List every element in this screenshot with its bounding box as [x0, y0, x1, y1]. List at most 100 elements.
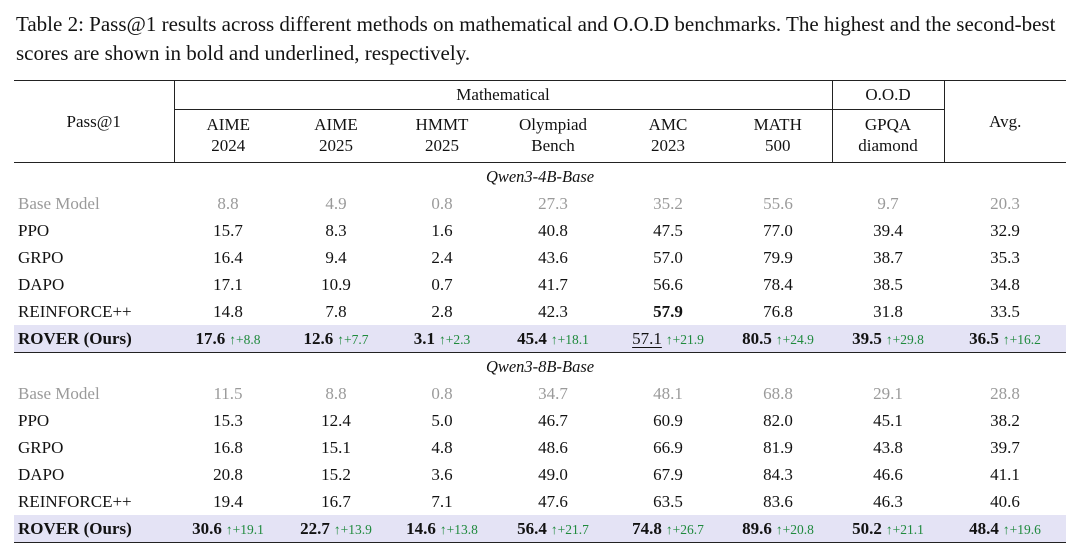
- value-cell: 12.6 ↑+7.7: [282, 325, 390, 354]
- score-value: 47.5: [653, 220, 683, 240]
- score-value: 63.5: [653, 491, 683, 511]
- score-value: 27.3: [538, 193, 568, 213]
- value-cell: 77.0: [724, 217, 832, 244]
- improvement-delta: ↑+13.8: [439, 521, 478, 537]
- score-value: 33.5: [990, 301, 1020, 321]
- col-label-line1: MATH: [753, 114, 802, 134]
- value-cell: 14.8: [174, 298, 282, 325]
- score-value: 47.6: [538, 491, 568, 511]
- score-value: 40.8: [538, 220, 568, 240]
- value-cell: 57.0: [612, 244, 724, 271]
- value-cell: 28.8: [944, 380, 1066, 407]
- score-value: 20.8: [213, 464, 243, 484]
- score-value: 38.7: [873, 247, 903, 267]
- method-cell: PPO: [18, 410, 50, 430]
- table-row: ROVER (Ours) 17.6 ↑+8.8 12.6 ↑+7.7 3.1 ↑+2.3 45…: [14, 325, 1067, 354]
- value-cell: 20.8: [174, 461, 282, 488]
- score-value: 82.0: [763, 410, 793, 430]
- score-value: 38.2: [990, 410, 1020, 430]
- score-value: 40.6: [990, 491, 1020, 511]
- value-cell: 63.5: [612, 488, 724, 515]
- improvement-delta: ↑+8.8: [229, 331, 261, 347]
- value-cell: 15.7: [174, 217, 282, 244]
- value-cell: 3.6: [390, 461, 494, 488]
- value-cell: 48.6: [494, 434, 612, 461]
- value-cell: 33.5: [944, 298, 1066, 325]
- score-value: 31.8: [873, 301, 903, 321]
- score-value: 3.1: [413, 328, 435, 348]
- ood-group-header: O.O.D: [831, 80, 945, 110]
- table-row: GRPO 16.4 9.4 2.4 43.6 57.0 79.9 38.7 35.3: [14, 244, 1066, 271]
- value-cell: 89.6 ↑+20.8: [724, 515, 833, 543]
- score-value: 68.8: [763, 383, 793, 403]
- improvement-delta: ↑+19.6: [1002, 521, 1041, 537]
- score-value: 20.3: [990, 193, 1020, 213]
- score-value: 8.8: [217, 193, 239, 213]
- value-cell: 57.9: [612, 298, 724, 325]
- value-cell: 19.4: [174, 488, 282, 515]
- score-value: 55.6: [763, 193, 793, 213]
- improvement-delta: ↑+18.1: [550, 331, 589, 347]
- score-value: 15.1: [321, 437, 351, 457]
- value-cell: 40.6: [944, 488, 1066, 515]
- col-label-line1: AIME: [314, 114, 358, 134]
- value-cell: 43.6: [494, 244, 612, 271]
- value-cell: 66.9: [612, 434, 724, 461]
- score-value: 56.4: [517, 518, 547, 538]
- score-value: 35.3: [990, 247, 1020, 267]
- improvement-delta: ↑+24.9: [775, 331, 814, 347]
- improvement-delta: ↑+26.7: [665, 521, 704, 537]
- score-value: 48.4: [969, 518, 999, 538]
- value-cell: 48.1: [612, 380, 724, 407]
- score-value: 41.7: [538, 274, 568, 294]
- improvement-delta: ↑+21.1: [885, 521, 924, 537]
- avg-column-header: Avg.: [944, 80, 1067, 164]
- col-header-math-500: MATH 500: [724, 109, 833, 164]
- method-cell: DAPO: [18, 464, 65, 484]
- score-value: 36.5: [969, 328, 999, 348]
- col-header-aime-2025: AIME 2025: [282, 109, 390, 164]
- improvement-delta: ↑+21.9: [665, 331, 704, 347]
- table-body: Qwen3-4B-Base Base Model 8.8 4.9 0.8 27.3 35.2…: [14, 163, 1067, 543]
- group-header-row: Pass@1 Mathematical O.O.D Avg.: [14, 80, 1067, 164]
- value-cell: 32.9: [944, 217, 1066, 244]
- score-value: 19.4: [213, 491, 243, 511]
- score-value: 84.3: [763, 464, 793, 484]
- score-value: 34.7: [538, 383, 568, 403]
- value-cell: 14.6 ↑+13.8: [390, 515, 494, 543]
- score-value: 14.6: [406, 518, 436, 538]
- value-cell: 31.8: [832, 298, 944, 325]
- score-value: 45.4: [517, 328, 547, 348]
- value-cell: 29.1: [832, 380, 944, 407]
- value-cell: 76.8: [724, 298, 832, 325]
- method-cell: Base Model: [18, 383, 100, 403]
- score-value: 8.3: [325, 220, 347, 240]
- value-cell: 7.8: [282, 298, 390, 325]
- value-cell: 38.5: [832, 271, 944, 298]
- improvement-delta: ↑+2.3: [439, 331, 471, 347]
- value-cell: 47.5: [612, 217, 724, 244]
- score-value: 46.6: [873, 464, 903, 484]
- score-value: 12.4: [321, 410, 351, 430]
- score-value: 15.7: [213, 220, 243, 240]
- value-cell: 82.0: [724, 407, 832, 434]
- model-section-title: Qwen3-8B-Base: [485, 357, 595, 377]
- col-header-aime-2024: AIME 2024: [174, 109, 282, 164]
- score-value: 16.7: [321, 491, 351, 511]
- value-cell: 81.9: [724, 434, 832, 461]
- improvement-delta: ↑+21.7: [550, 521, 589, 537]
- score-value: 79.9: [763, 247, 793, 267]
- value-cell: 56.6: [612, 271, 724, 298]
- score-value: 7.1: [431, 491, 453, 511]
- score-value: 4.9: [325, 193, 347, 213]
- value-cell: 34.8: [944, 271, 1066, 298]
- value-cell: 45.4 ↑+18.1: [494, 325, 612, 354]
- value-cell: 15.1: [282, 434, 390, 461]
- score-value: 89.6: [742, 518, 772, 538]
- score-value: 34.8: [990, 274, 1020, 294]
- score-value: 57.0: [653, 247, 683, 267]
- method-cell: ROVER (Ours): [14, 515, 174, 543]
- table-row: Base Model 8.8 4.9 0.8 27.3 35.2 55.6 9.7 20.3: [14, 190, 1066, 217]
- improvement-delta: ↑+20.8: [775, 521, 814, 537]
